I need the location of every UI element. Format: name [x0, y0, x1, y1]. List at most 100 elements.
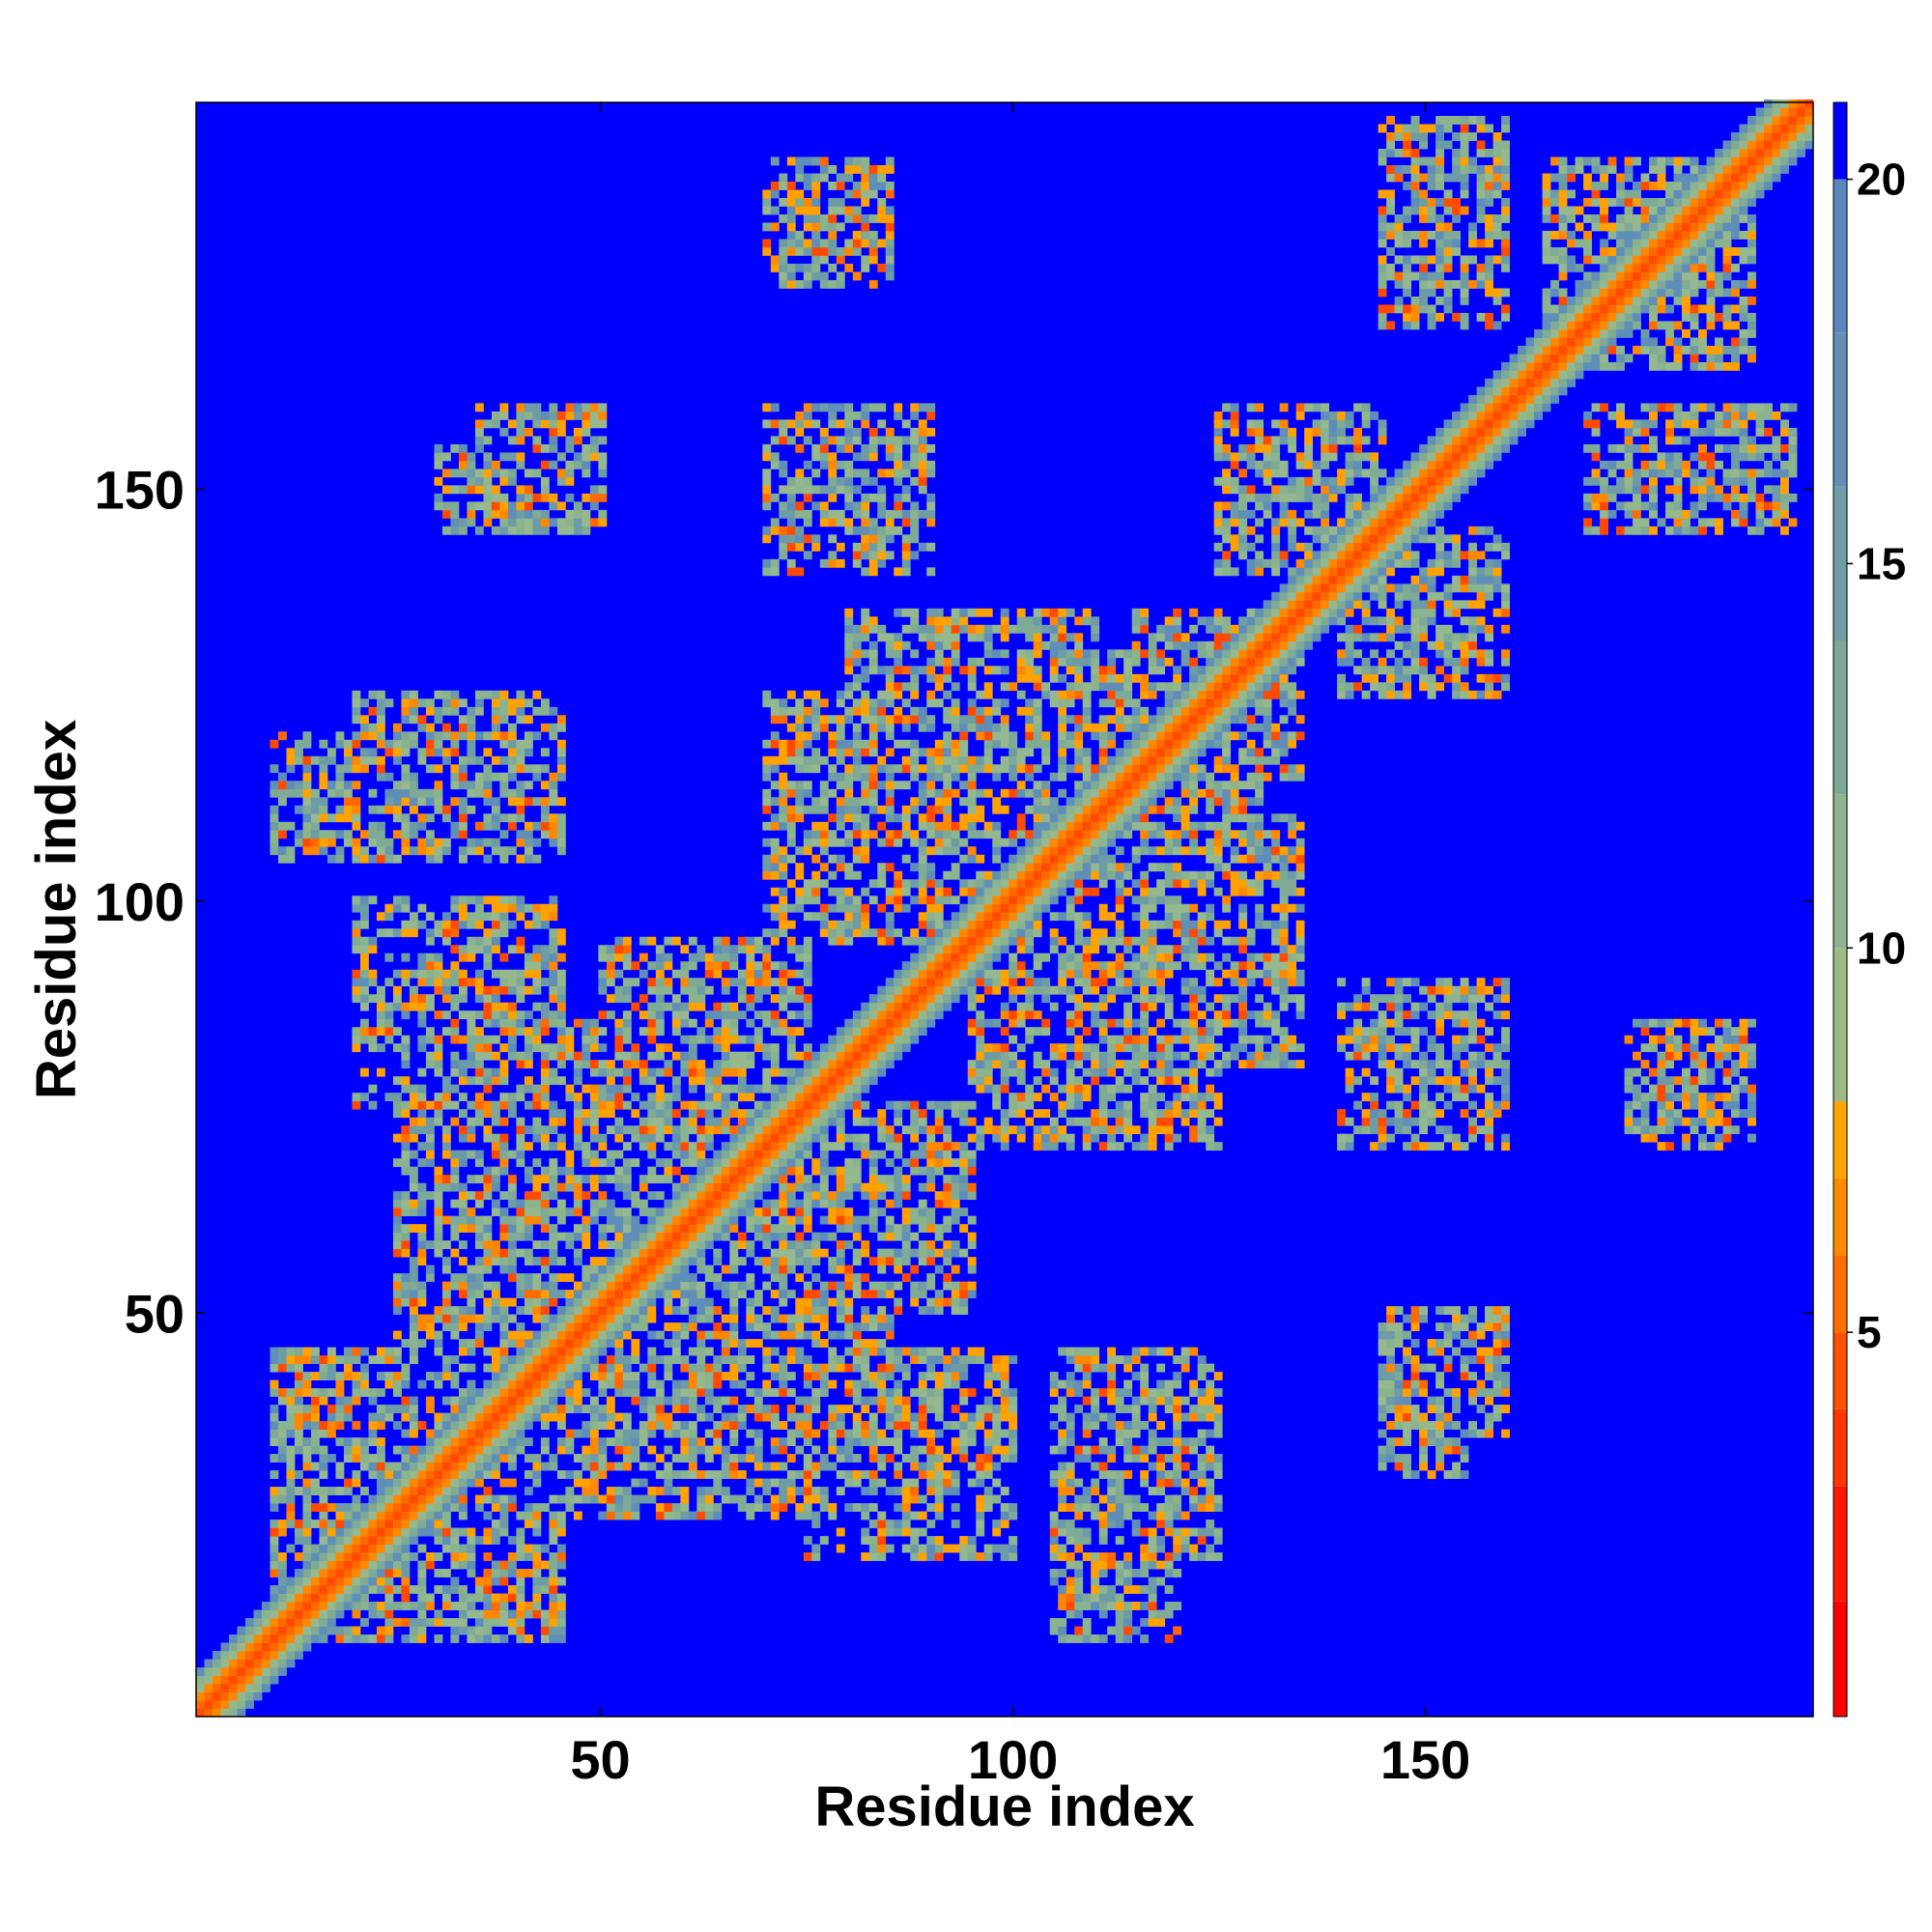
heatmap-cell: [753, 1429, 763, 1438]
heatmap-cell: [556, 1142, 566, 1151]
heatmap-cell: [861, 764, 870, 774]
heatmap-cell: [614, 1511, 624, 1520]
heatmap-cell: [434, 690, 443, 699]
heatmap-cell: [721, 1027, 730, 1037]
heatmap-cell: [614, 1412, 624, 1422]
heatmap-cell: [729, 1215, 739, 1225]
heatmap-cell: [795, 863, 805, 872]
heatmap-cell: [319, 1577, 328, 1586]
heatmap-cell: [270, 1609, 279, 1619]
heatmap-cell: [786, 526, 796, 535]
heatmap-cell: [368, 838, 378, 847]
heatmap-cell: [762, 239, 772, 248]
heatmap-cell: [409, 1281, 418, 1291]
heatmap-cell: [532, 821, 542, 831]
heatmap-cell: [483, 1396, 493, 1406]
heatmap-cell: [844, 1060, 854, 1069]
heatmap-cell: [491, 838, 500, 847]
heatmap-cell: [491, 1067, 500, 1077]
heatmap-cell: [746, 1051, 755, 1061]
heatmap-cell: [483, 961, 493, 971]
heatmap-cell: [844, 485, 854, 495]
heatmap-cell: [803, 805, 812, 814]
heatmap-cell: [450, 1379, 460, 1389]
heatmap-cell: [704, 952, 714, 962]
heatmap-cell: [844, 781, 854, 790]
heatmap-cell: [392, 1281, 402, 1291]
heatmap-cell: [532, 1585, 542, 1594]
heatmap-cell: [655, 961, 665, 971]
heatmap-cell: [499, 1494, 509, 1504]
heatmap-cell: [852, 1339, 862, 1349]
heatmap-cell: [573, 1347, 582, 1356]
heatmap-cell: [392, 1306, 402, 1316]
heatmap-cell: [786, 1150, 796, 1159]
heatmap-cell: [516, 501, 526, 511]
heatmap-cell: [392, 928, 402, 938]
heatmap-cell: [729, 1322, 739, 1332]
heatmap-cell: [868, 640, 878, 650]
heatmap-cell: [483, 1314, 493, 1323]
heatmap-cell: [450, 1470, 460, 1479]
heatmap-cell: [828, 887, 838, 896]
heatmap-cell: [458, 1544, 468, 1553]
heatmap-cell: [713, 1487, 723, 1495]
heatmap-cell: [532, 1511, 542, 1520]
heatmap-cell: [458, 797, 468, 807]
heatmap-cell: [204, 1659, 213, 1668]
heatmap-cell: [409, 731, 418, 741]
heatmap-cell: [729, 1084, 739, 1094]
heatmap-cell: [491, 903, 500, 913]
heatmap-cell: [762, 1322, 772, 1332]
heatmap-cell: [417, 961, 427, 971]
heatmap-cell: [606, 945, 615, 954]
heatmap-cell: [746, 1109, 755, 1119]
heatmap-cell: [352, 969, 361, 979]
heatmap-cell: [606, 1093, 615, 1102]
heatmap-cell: [352, 1396, 361, 1406]
heatmap-cell: [237, 1684, 246, 1692]
heatmap-cell: [474, 1322, 484, 1332]
heatmap-cell: [401, 1396, 411, 1406]
heatmap-cell: [507, 1560, 517, 1570]
heatmap-cell: [409, 1412, 418, 1422]
heatmap-cell: [516, 690, 526, 699]
heatmap-cell: [434, 1208, 443, 1217]
heatmap-cell: [770, 887, 780, 896]
heatmap-cell: [836, 797, 845, 807]
heatmap-cell: [277, 1396, 287, 1406]
heatmap-cell: [483, 1224, 493, 1234]
heatmap-cell: [614, 1487, 624, 1495]
heatmap-cell: [467, 781, 476, 790]
heatmap-cell: [753, 1314, 763, 1323]
heatmap-cell: [819, 1142, 829, 1151]
heatmap-cell: [368, 1035, 378, 1044]
heatmap-cell: [811, 690, 821, 699]
heatmap-cell: [491, 1109, 500, 1119]
heatmap-cell: [868, 1503, 878, 1512]
heatmap-cell: [491, 1470, 500, 1479]
heatmap-cell: [277, 1618, 287, 1627]
heatmap-cell: [499, 1577, 509, 1586]
heatmap-cell: [786, 501, 796, 511]
heatmap-cell: [310, 1445, 320, 1455]
heatmap-cell: [335, 788, 345, 798]
heatmap-cell: [664, 1257, 673, 1266]
heatmap-cell: [319, 1511, 328, 1520]
heatmap-cell: [819, 460, 829, 469]
heatmap-cell: [631, 1454, 640, 1463]
heatmap-cell: [721, 1043, 730, 1053]
heatmap-cell: [352, 813, 361, 823]
heatmap-cell: [737, 1166, 747, 1176]
heatmap-cell: [598, 1437, 608, 1446]
heatmap-cell: [319, 739, 328, 749]
heatmap-cell: [786, 1355, 796, 1365]
heatmap-cell: [680, 1175, 690, 1184]
heatmap-cell: [786, 690, 796, 699]
heatmap-cell: [401, 1035, 411, 1044]
heatmap-cell: [441, 1412, 451, 1422]
heatmap-cell: [376, 706, 385, 716]
heatmap-cell: [270, 846, 279, 856]
heatmap-cell: [310, 1609, 320, 1619]
heatmap-cell: [852, 1182, 862, 1192]
